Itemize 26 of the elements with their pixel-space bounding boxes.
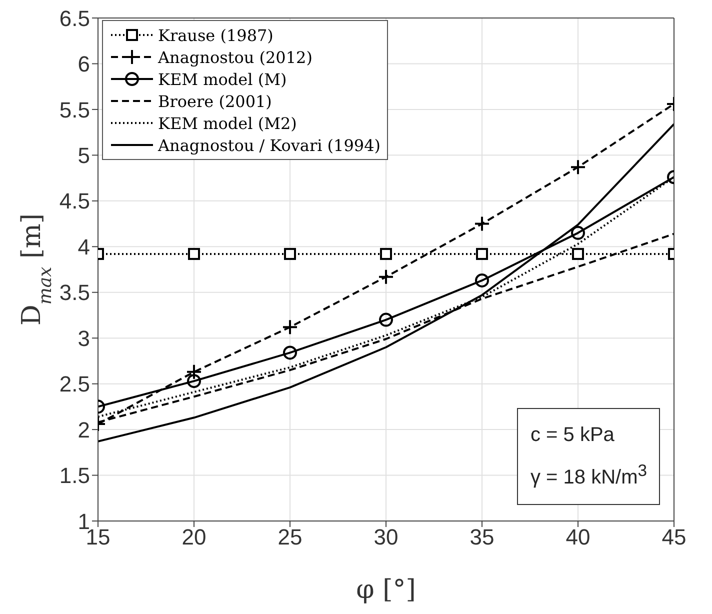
- legend-label: Broere (2001): [158, 92, 272, 110]
- x-tick-label: 35: [470, 524, 494, 550]
- x-tick-label: 45: [662, 524, 686, 550]
- x-tick-label: 20: [182, 524, 206, 550]
- legend-label: Anagnostou / Kovari (1994): [158, 136, 381, 154]
- y-tick-label: 1.5: [59, 463, 90, 488]
- y-tick-label: 3: [78, 326, 90, 351]
- y-tick-label: 5: [78, 142, 90, 168]
- legend-label: KEM model (M): [158, 70, 287, 88]
- legend-label: Krause (1987): [158, 26, 274, 44]
- y-tick-label: 6: [78, 52, 90, 77]
- x-axis-title: φ [°]: [356, 575, 416, 605]
- legend-label: Anagnostou (2012): [158, 48, 312, 66]
- y-tick-label: 6.5: [59, 6, 90, 31]
- legend-label: KEM model (M2): [158, 114, 297, 132]
- y-tick-label: 2: [78, 417, 90, 442]
- y-tick-label: 2.5: [59, 372, 90, 397]
- annotation: c = 5 kPa: [530, 423, 616, 448]
- x-tick-label: 30: [374, 524, 398, 550]
- y-tick-label: 4: [78, 234, 90, 260]
- x-tick-label: 25: [278, 524, 302, 550]
- annotation: γ = 18 kN/m$^{3}$: [530, 460, 647, 491]
- y-tick-label: 4.5: [59, 188, 90, 214]
- x-tick-label: 40: [566, 524, 590, 550]
- y-tick-label: 5.5: [59, 97, 90, 122]
- y-tick-label: 3.5: [59, 280, 90, 306]
